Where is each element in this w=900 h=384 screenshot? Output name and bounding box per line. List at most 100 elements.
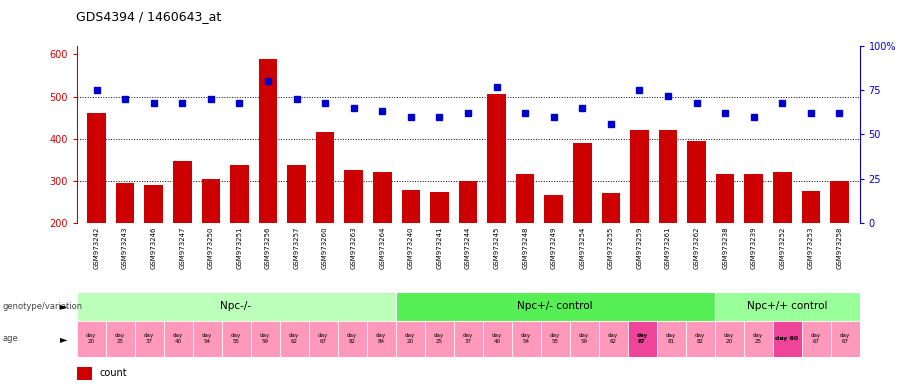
Text: Npc+/+ control: Npc+/+ control xyxy=(747,301,827,311)
Bar xyxy=(76,321,105,357)
Text: Npc+/- control: Npc+/- control xyxy=(518,301,593,311)
Bar xyxy=(87,113,106,307)
Text: day
37: day 37 xyxy=(144,333,154,344)
Text: GSM973254: GSM973254 xyxy=(580,226,585,268)
Bar xyxy=(345,170,363,307)
Bar xyxy=(686,321,715,357)
Text: day
67: day 67 xyxy=(811,333,821,344)
Text: GSM973264: GSM973264 xyxy=(379,226,385,269)
Bar xyxy=(173,161,192,307)
Bar xyxy=(221,321,250,357)
Text: GSM973263: GSM973263 xyxy=(351,226,356,269)
Text: GSM973258: GSM973258 xyxy=(836,226,842,269)
Text: GSM973253: GSM973253 xyxy=(808,226,814,269)
Bar xyxy=(487,94,506,307)
Text: GDS4394 / 1460643_at: GDS4394 / 1460643_at xyxy=(76,10,221,23)
Text: ►: ► xyxy=(60,334,68,344)
Bar xyxy=(516,174,535,307)
Bar xyxy=(688,141,706,307)
Text: GSM973243: GSM973243 xyxy=(122,226,128,269)
Text: day
25: day 25 xyxy=(434,333,444,344)
Bar xyxy=(630,130,649,307)
Text: GSM973257: GSM973257 xyxy=(293,226,300,269)
Text: GSM973247: GSM973247 xyxy=(179,226,185,269)
Text: day
25: day 25 xyxy=(115,333,125,344)
Bar xyxy=(338,321,366,357)
Bar xyxy=(716,174,734,307)
Text: day
67: day 67 xyxy=(318,333,328,344)
Bar xyxy=(395,292,715,321)
Text: day
62: day 62 xyxy=(608,333,618,344)
Bar xyxy=(287,165,306,307)
Text: GSM973250: GSM973250 xyxy=(208,226,214,269)
Text: GSM973261: GSM973261 xyxy=(665,226,671,269)
Text: day 60: day 60 xyxy=(776,336,798,341)
Bar xyxy=(715,321,743,357)
Bar xyxy=(541,321,570,357)
Text: GSM973256: GSM973256 xyxy=(265,226,271,269)
Bar xyxy=(482,321,511,357)
Bar xyxy=(76,292,395,321)
Bar xyxy=(309,321,338,357)
Text: day
67: day 67 xyxy=(636,333,648,344)
Bar xyxy=(544,195,563,307)
Text: GSM973249: GSM973249 xyxy=(551,226,557,269)
Bar xyxy=(366,321,395,357)
Bar xyxy=(573,143,591,307)
Bar xyxy=(193,321,221,357)
Bar xyxy=(116,183,134,307)
Bar xyxy=(598,321,627,357)
Text: day
20: day 20 xyxy=(724,333,734,344)
Text: day
55: day 55 xyxy=(231,333,241,344)
Bar xyxy=(401,190,420,307)
Text: GSM973241: GSM973241 xyxy=(436,226,443,269)
Text: GSM973251: GSM973251 xyxy=(237,226,242,269)
Bar xyxy=(425,321,454,357)
Bar xyxy=(258,59,277,307)
Bar xyxy=(744,174,763,307)
Text: age: age xyxy=(3,334,18,343)
Text: day
20: day 20 xyxy=(86,333,96,344)
Bar xyxy=(601,193,620,307)
Bar xyxy=(430,192,449,307)
Text: count: count xyxy=(100,368,128,379)
Bar xyxy=(395,321,425,357)
Text: day
55: day 55 xyxy=(550,333,560,344)
Bar xyxy=(144,185,163,307)
Text: GSM973245: GSM973245 xyxy=(493,226,500,268)
Text: day
81: day 81 xyxy=(666,333,676,344)
Text: GSM973242: GSM973242 xyxy=(94,226,100,268)
Bar xyxy=(250,321,280,357)
Text: day
25: day 25 xyxy=(753,333,763,344)
Text: GSM973248: GSM973248 xyxy=(522,226,528,269)
Bar xyxy=(105,321,134,357)
Bar xyxy=(373,172,392,307)
Text: day
59: day 59 xyxy=(260,333,270,344)
Bar xyxy=(802,191,820,307)
Bar xyxy=(830,180,849,307)
Bar xyxy=(459,180,477,307)
Text: day
59: day 59 xyxy=(579,333,590,344)
Text: day
20: day 20 xyxy=(405,333,415,344)
Bar xyxy=(627,321,656,357)
Bar xyxy=(831,321,860,357)
Text: genotype/variation: genotype/variation xyxy=(3,302,83,311)
Bar xyxy=(715,292,860,321)
Bar xyxy=(316,132,335,307)
Text: day
84: day 84 xyxy=(376,333,386,344)
Text: GSM973252: GSM973252 xyxy=(779,226,786,268)
Bar xyxy=(802,321,831,357)
Text: day
40: day 40 xyxy=(173,333,183,344)
Text: ►: ► xyxy=(60,301,68,311)
Text: day
37: day 37 xyxy=(463,333,473,344)
Bar xyxy=(772,321,802,357)
Bar xyxy=(280,321,309,357)
Text: GSM973255: GSM973255 xyxy=(608,226,614,268)
Text: GSM973259: GSM973259 xyxy=(636,226,643,269)
Bar xyxy=(656,321,686,357)
Text: day
82: day 82 xyxy=(695,333,705,344)
Bar xyxy=(164,321,193,357)
Bar xyxy=(659,130,678,307)
Text: day
54: day 54 xyxy=(521,333,531,344)
Text: GSM973240: GSM973240 xyxy=(408,226,414,269)
